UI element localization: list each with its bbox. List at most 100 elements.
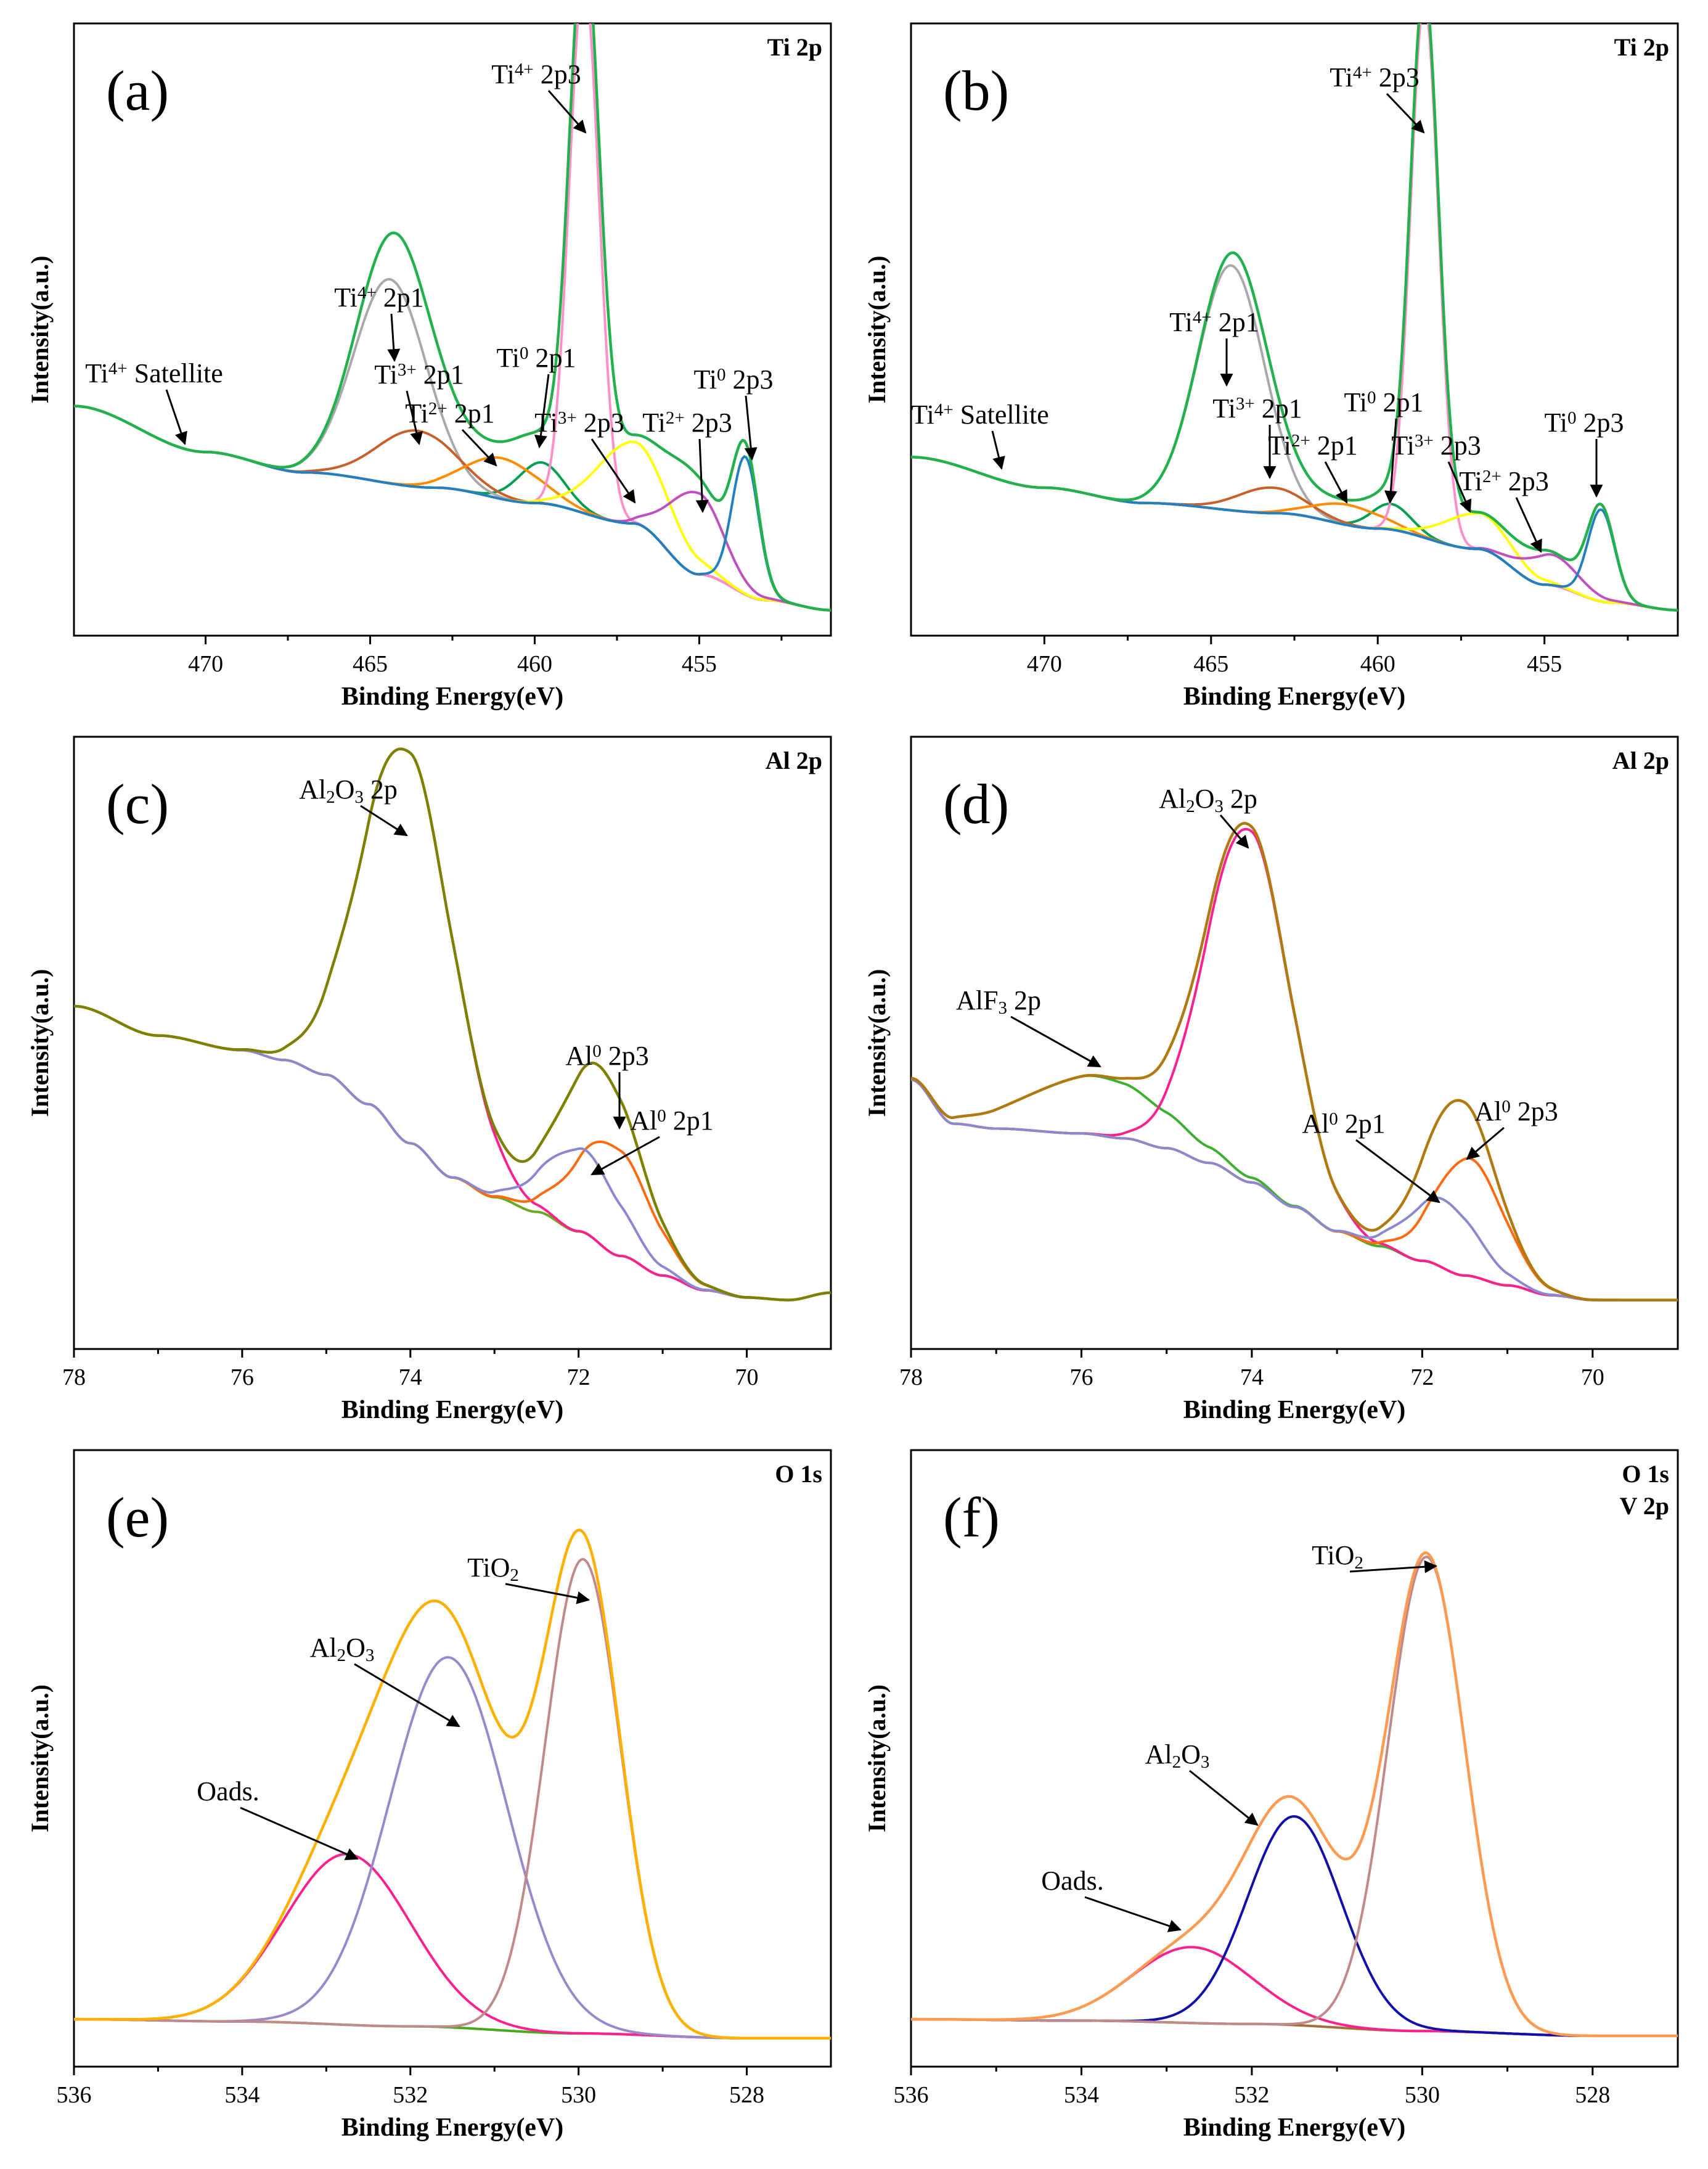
curves [74, 23, 831, 612]
x-tick-label: 465 [1193, 651, 1228, 677]
annotation-part: 2p1 [666, 1105, 714, 1136]
peak-annotation: Ti0 2p3 [693, 364, 773, 395]
peak-annotation: Al0 2p1 [1302, 1109, 1386, 1139]
peak-annotation: Ti3+ 2p1 [1212, 393, 1302, 424]
x-tick-label: 532 [1234, 2082, 1269, 2108]
region-label: Ti 2p [1614, 33, 1669, 61]
y-axis-label: Intensity(a.u.) [863, 1684, 891, 1832]
annotation-part: Oads. [197, 1776, 259, 1806]
annotation-part: Al [299, 774, 326, 805]
annotation-arrow [240, 1806, 359, 1861]
annotation-part: 2p3 [1372, 62, 1420, 92]
annotation-part: 2p1 [417, 359, 464, 390]
annotation-arrow [1355, 1139, 1440, 1203]
annotation-arrow [695, 438, 709, 514]
annotation-part: Al [310, 1633, 337, 1663]
annotation-part: 0 [1502, 1097, 1511, 1117]
x-tick-label: 72 [1410, 1364, 1434, 1390]
annotation-part: 2p1 [377, 282, 424, 313]
series-background [74, 1004, 831, 1302]
annotation-arrow [534, 374, 550, 449]
annotation-arrow [360, 805, 408, 837]
x-axis-label: Binding Energy(eV) [1183, 683, 1406, 711]
series-peak-ti4-2p1 [74, 277, 831, 612]
annotation-part: 0 [657, 1106, 666, 1126]
plot-frame [73, 1449, 832, 2068]
annotation-part: Ti [1169, 307, 1193, 337]
peak-annotation: Ti4+ Satellite [911, 400, 1049, 430]
annotation-part: 2p3 [602, 1041, 649, 1071]
annotation-part: Ti [374, 359, 398, 390]
annotation-part: 2 [337, 1646, 346, 1665]
plot-frame [73, 22, 832, 637]
annotation-arrow [991, 430, 1005, 470]
annotation-arrow [354, 1663, 460, 1728]
peak-annotation: Al2O3 [1145, 1739, 1210, 1772]
annotation-part: Ti [911, 400, 934, 430]
series-background [911, 1078, 1678, 1302]
series-peak-tio2 [74, 1557, 831, 2040]
series-peak-al2o3 [74, 1656, 831, 2040]
peak-annotation: Ti3+ 2p3 [1391, 430, 1481, 461]
annotation-part: Ti [334, 282, 358, 313]
annotation-part: 2p1 [529, 343, 576, 373]
annotation-part: Ti [534, 408, 558, 438]
annotation-part: O [1181, 1739, 1201, 1769]
annotation-part: 2+ [666, 408, 685, 428]
annotation-part: Ti [85, 358, 108, 388]
curves [911, 1551, 1678, 2038]
peak-annotation: AlF3 2p [956, 985, 1041, 1018]
annotation-part: 4+ [934, 400, 954, 420]
annotation-part: 2p3 [1502, 466, 1549, 496]
curves [74, 1528, 831, 2040]
series-envelope [74, 1528, 831, 2040]
peak-annotation: Oads. [1041, 1866, 1103, 1896]
annotation-part: Al [1474, 1096, 1502, 1126]
x-tick-label: 70 [735, 1364, 759, 1390]
peak-annotation: Ti3+ 2p1 [374, 359, 464, 390]
annotation-part: 3+ [1236, 394, 1255, 414]
x-tick-label: 78 [899, 1364, 923, 1390]
x-tick-label: 534 [224, 2082, 259, 2108]
annotation-part: 2p1 [1338, 1109, 1386, 1139]
annotation-part: Al [1302, 1109, 1329, 1139]
region-label: O 1s [775, 1460, 822, 1488]
plot-frame [910, 1449, 1679, 2068]
x-tick-label: 455 [1527, 651, 1562, 677]
annotation-part: Ti [405, 398, 428, 428]
peak-annotation: Ti2+ 2p1 [1268, 430, 1357, 461]
peak-annotation: Ti0 2p1 [496, 343, 576, 373]
annotation-part: 0 [717, 365, 726, 385]
annotation-part: Ti [642, 408, 666, 438]
annotation-part: 2p1 [1212, 307, 1259, 337]
annotation-part: 2 [1172, 1752, 1182, 1772]
plot-frame [910, 736, 1679, 1350]
peak-annotation: Ti4+ 2p3 [491, 59, 581, 89]
series-peak-ti4-2p3 [911, 23, 1678, 612]
x-tick-label: 528 [1575, 2082, 1610, 2108]
peak-annotation: Ti2+ 2p3 [1459, 466, 1548, 496]
annotation-part: 3 [354, 787, 364, 807]
x-tick-label: 532 [393, 2082, 428, 2108]
x-tick-label: 76 [231, 1364, 254, 1390]
series-envelope [911, 1551, 1678, 2038]
annotation-part: 2p [364, 774, 398, 805]
series-peak-ti0-2p3 [911, 456, 1678, 612]
annotation-part: Al [565, 1041, 592, 1071]
annotation-part: 3 [1201, 1752, 1210, 1772]
region-label-2: V 2p [1620, 1492, 1669, 1520]
x-axis-label: Binding Energy(eV) [341, 1396, 564, 1424]
annotation-part: 2+ [428, 399, 447, 419]
annotation-arrow [1466, 1126, 1505, 1160]
series-peak-al2o3-2p [74, 747, 831, 1302]
x-tick-label: 470 [1027, 651, 1062, 677]
x-axis-label: Binding Energy(eV) [341, 2114, 564, 2142]
x-tick-label: 74 [399, 1364, 422, 1390]
annotation-arrow [1189, 1769, 1259, 1826]
series-peak-al0-2p1 [911, 1078, 1678, 1302]
annotation-arrow [547, 90, 587, 134]
annotation-part: Ti [496, 343, 520, 373]
x-tick-label: 460 [1360, 651, 1395, 677]
annotation-part: 4+ [1353, 63, 1372, 83]
panel-b: 470 465 460 455 Binding Energy(eV) Intensity(… [863, 22, 1679, 711]
